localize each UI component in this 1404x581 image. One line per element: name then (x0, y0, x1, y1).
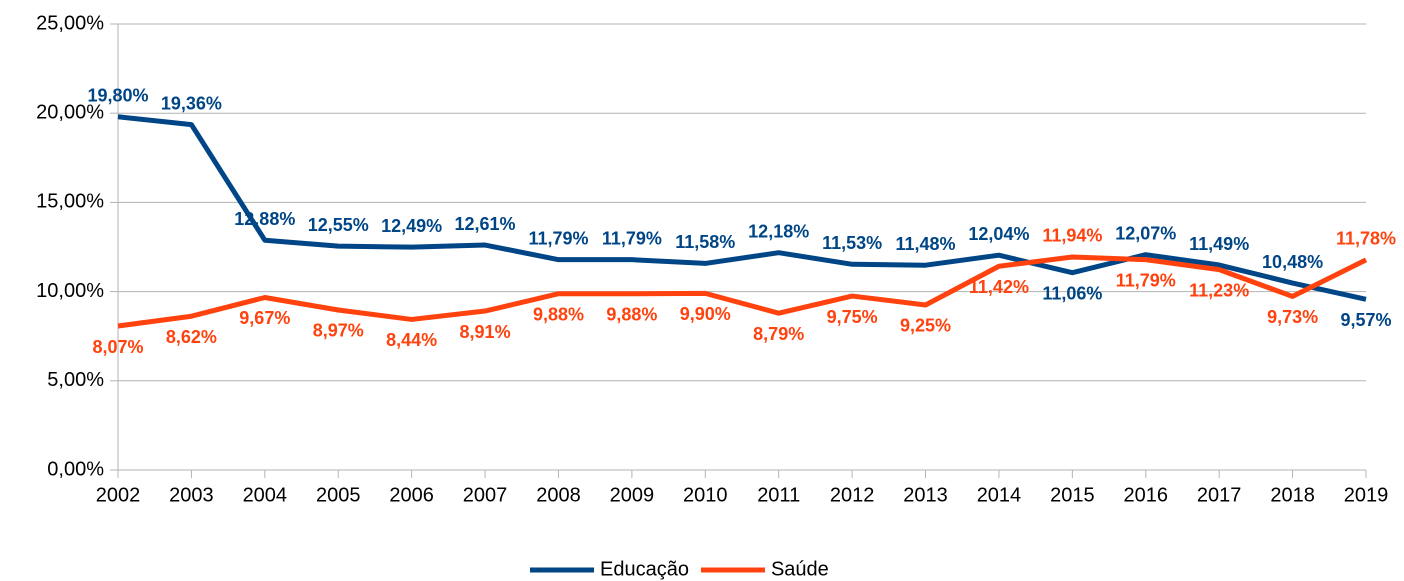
x-tick-label: 2014 (977, 484, 1022, 506)
data-label: 8,79% (753, 324, 804, 344)
data-label: 8,91% (460, 322, 511, 342)
data-label: 11,53% (822, 233, 882, 253)
x-tick-label: 2013 (903, 484, 948, 506)
x-tick-label: 2005 (316, 484, 361, 506)
x-tick-label: 2008 (536, 484, 581, 506)
data-label: 11,48% (895, 234, 955, 254)
line (117, 254, 1368, 329)
data-label: 10,48% (1262, 252, 1323, 272)
x-tick-label: 2006 (389, 484, 434, 506)
data-label: 9,75% (827, 307, 878, 327)
y-tick-label: 25,00% (36, 12, 104, 34)
data-label: 9,88% (606, 304, 657, 324)
x-tick-label: 2007 (463, 484, 508, 506)
line (117, 114, 1367, 302)
x-tick-label: 2012 (830, 484, 875, 506)
data-label: 11,79% (1116, 270, 1176, 290)
data-label: 11,49% (1189, 234, 1249, 254)
x-tick-label: 2018 (1270, 484, 1315, 506)
y-tick-label: 0,00% (47, 458, 104, 480)
data-label: 11,79% (602, 228, 662, 248)
x-tick-label: 2002 (96, 484, 141, 506)
data-label: 8,97% (313, 321, 364, 341)
data-label: 12,55% (308, 215, 369, 235)
y-tick-label: 5,00% (47, 369, 104, 391)
x-tick-label: 2010 (683, 484, 728, 506)
x-tick-label: 2003 (169, 484, 214, 506)
data-label: 11,78% (1336, 229, 1396, 249)
data-label: 9,25% (900, 316, 951, 336)
data-label: 19,80% (87, 86, 148, 106)
data-label: 19,36% (161, 93, 222, 113)
data-label: 12,49% (381, 216, 442, 236)
x-tick-label: 2004 (243, 484, 288, 506)
data-label: 8,44% (386, 330, 437, 350)
legend-label: Educação (600, 558, 689, 580)
data-label: 9,73% (1267, 307, 1318, 327)
y-tick-label: 20,00% (36, 101, 104, 123)
data-label: 12,07% (1115, 223, 1176, 243)
data-label: 11,23% (1189, 280, 1249, 300)
legend-label: Saúde (771, 558, 829, 580)
data-label: 12,61% (455, 214, 516, 234)
x-tick-label: 2009 (610, 484, 655, 506)
x-tick-label: 2019 (1344, 484, 1389, 506)
y-tick-label: 10,00% (36, 280, 104, 302)
x-tick-label: 2011 (757, 484, 800, 506)
x-tick-label: 2016 (1124, 484, 1169, 506)
data-label: 9,57% (1340, 310, 1391, 330)
data-label: 11,94% (1042, 226, 1102, 246)
y-tick-label: 15,00% (36, 191, 104, 213)
data-label: 11,42% (969, 277, 1029, 297)
data-label: 12,04% (968, 224, 1029, 244)
data-label: 9,67% (239, 308, 290, 328)
data-label: 11,79% (528, 228, 588, 248)
data-label: 9,90% (680, 304, 731, 324)
data-label: 11,06% (1042, 283, 1102, 303)
x-tick-label: 2017 (1197, 484, 1242, 506)
data-label: 8,07% (92, 337, 143, 357)
x-tick-label: 2015 (1050, 484, 1095, 506)
data-label: 12,88% (234, 209, 295, 229)
data-label: 8,62% (166, 327, 217, 347)
data-label: 11,58% (675, 232, 735, 252)
data-label: 9,88% (533, 304, 584, 324)
data-label: 12,18% (748, 221, 809, 241)
